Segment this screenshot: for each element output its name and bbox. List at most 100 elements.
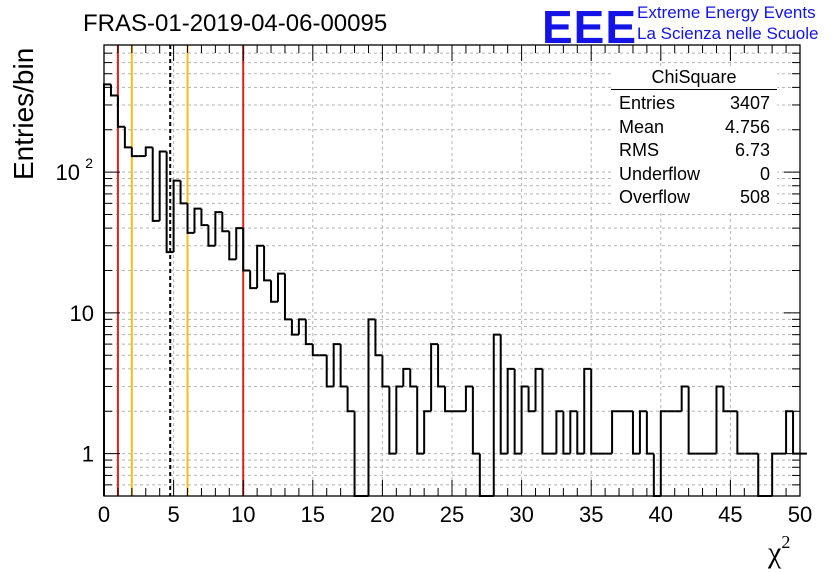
histogram-bin xyxy=(109,84,118,97)
histogram-bin xyxy=(242,228,251,272)
stats-value: 6.73 xyxy=(734,140,770,160)
stats-label: Underflow xyxy=(619,163,701,184)
histogram-bin xyxy=(200,208,209,227)
x-tick-label: 0 xyxy=(98,502,110,527)
histogram-bin xyxy=(792,411,800,455)
histogram-bin xyxy=(304,319,313,346)
histogram-bin xyxy=(687,386,696,455)
x-axis-label: χ2 xyxy=(768,532,790,570)
histogram-bin xyxy=(499,334,508,455)
histogram-bin xyxy=(151,147,160,222)
histogram-bin xyxy=(659,410,668,496)
histogram-bin xyxy=(207,225,216,247)
x-tick-label: 10 xyxy=(231,502,255,527)
stats-value: 0 xyxy=(759,163,770,184)
logo-text-line2: La Scienza nelle Scuole xyxy=(637,24,819,43)
x-tick-label: 25 xyxy=(440,502,464,527)
stats-row: Entries 3407 xyxy=(611,92,777,116)
histogram-bin xyxy=(193,207,202,233)
histogram-bin xyxy=(263,245,272,282)
stats-label: Overflow xyxy=(619,187,691,207)
chart-title: FRAS-01-2019-04-06-00095 xyxy=(83,10,388,37)
histogram-bin xyxy=(631,411,640,455)
x-tick-label: 50 xyxy=(788,502,812,527)
stats-row: Underflow 0 xyxy=(611,163,777,187)
histogram-bin xyxy=(144,146,153,157)
x-tick-label: 30 xyxy=(509,502,533,527)
histogram-bin xyxy=(680,385,689,412)
histogram-bin xyxy=(374,319,383,357)
x-tick-label: 35 xyxy=(579,502,603,527)
histogram-bin xyxy=(332,343,341,387)
histogram-bin xyxy=(409,368,418,388)
histogram-bin xyxy=(283,273,292,321)
histogram-bin xyxy=(722,386,731,413)
histogram-bin xyxy=(541,368,550,455)
histogram-bin xyxy=(103,83,111,496)
histogram-bin xyxy=(235,227,244,260)
histogram-bin xyxy=(785,410,794,454)
x-tick-label: 20 xyxy=(370,502,394,527)
histogram-bin xyxy=(513,368,522,455)
histogram-bin xyxy=(325,355,334,388)
histogram-bin xyxy=(423,410,432,454)
logo-text-line1: Extreme Energy Events xyxy=(637,3,816,22)
histogram-bin xyxy=(464,385,473,412)
histogram-bin xyxy=(388,386,397,455)
stats-label: RMS xyxy=(619,140,659,160)
histogram-bin xyxy=(297,318,306,335)
x-tick-label: 45 xyxy=(718,502,742,527)
histogram-bin xyxy=(367,318,376,496)
histogram-bin xyxy=(715,385,724,454)
histogram-bin xyxy=(569,410,578,454)
histogram-bin xyxy=(311,344,320,357)
histogram-bin xyxy=(645,411,654,455)
histogram-bin xyxy=(290,319,299,336)
grid xyxy=(104,45,800,496)
histogram-bin xyxy=(771,452,780,496)
histogram-bin xyxy=(520,385,529,454)
histogram-bin xyxy=(172,179,181,253)
histogram-bin xyxy=(583,367,592,454)
axis-ticks xyxy=(103,45,801,496)
eee-logo: EEE xyxy=(542,1,638,53)
histogram-bin xyxy=(590,368,599,455)
histogram-bin xyxy=(527,386,536,413)
stats-title: ChiSquare xyxy=(611,67,777,90)
histogram-bin xyxy=(158,150,167,221)
stats-row: Overflow 508 xyxy=(611,186,777,210)
histogram-bin xyxy=(214,211,223,246)
histogram-bin xyxy=(381,355,390,388)
tick-labels: 0 5 10 15 20 25 30 35 40 45 50 1 10 10 2 xyxy=(56,155,813,527)
histogram-bin xyxy=(416,386,425,455)
histogram-bin xyxy=(471,386,480,455)
histogram-bin xyxy=(402,367,411,387)
histogram-bin xyxy=(228,231,237,261)
histogram-bin xyxy=(221,212,230,233)
histogram-bin xyxy=(277,272,285,302)
stats-label: Entries xyxy=(619,93,676,113)
histogram-bin xyxy=(116,95,125,128)
x-axis-label-exponent: 2 xyxy=(781,532,791,552)
histogram-bin xyxy=(256,244,265,289)
stats-row: RMS 6.73 xyxy=(611,139,777,163)
histogram-bin xyxy=(562,411,571,455)
stats-label: Mean xyxy=(619,116,665,137)
stats-value: 4.756 xyxy=(724,116,770,137)
histogram-bin xyxy=(444,386,452,413)
histogram-bin xyxy=(165,151,174,254)
histogram-bin xyxy=(179,180,188,205)
x-tick-label: 5 xyxy=(167,502,179,527)
histogram-bin xyxy=(346,386,355,413)
histogram-bin xyxy=(249,270,258,290)
histogram-bin xyxy=(492,333,501,496)
histogram-bin xyxy=(395,385,404,454)
histogram-bin xyxy=(576,411,585,455)
y-tick-label-exponent: 2 xyxy=(85,155,93,171)
histogram-bin xyxy=(611,410,620,454)
histogram-bin xyxy=(534,367,543,412)
histogram-bin xyxy=(555,410,564,454)
histogram-bin xyxy=(638,410,647,454)
histogram-bin xyxy=(430,343,439,412)
